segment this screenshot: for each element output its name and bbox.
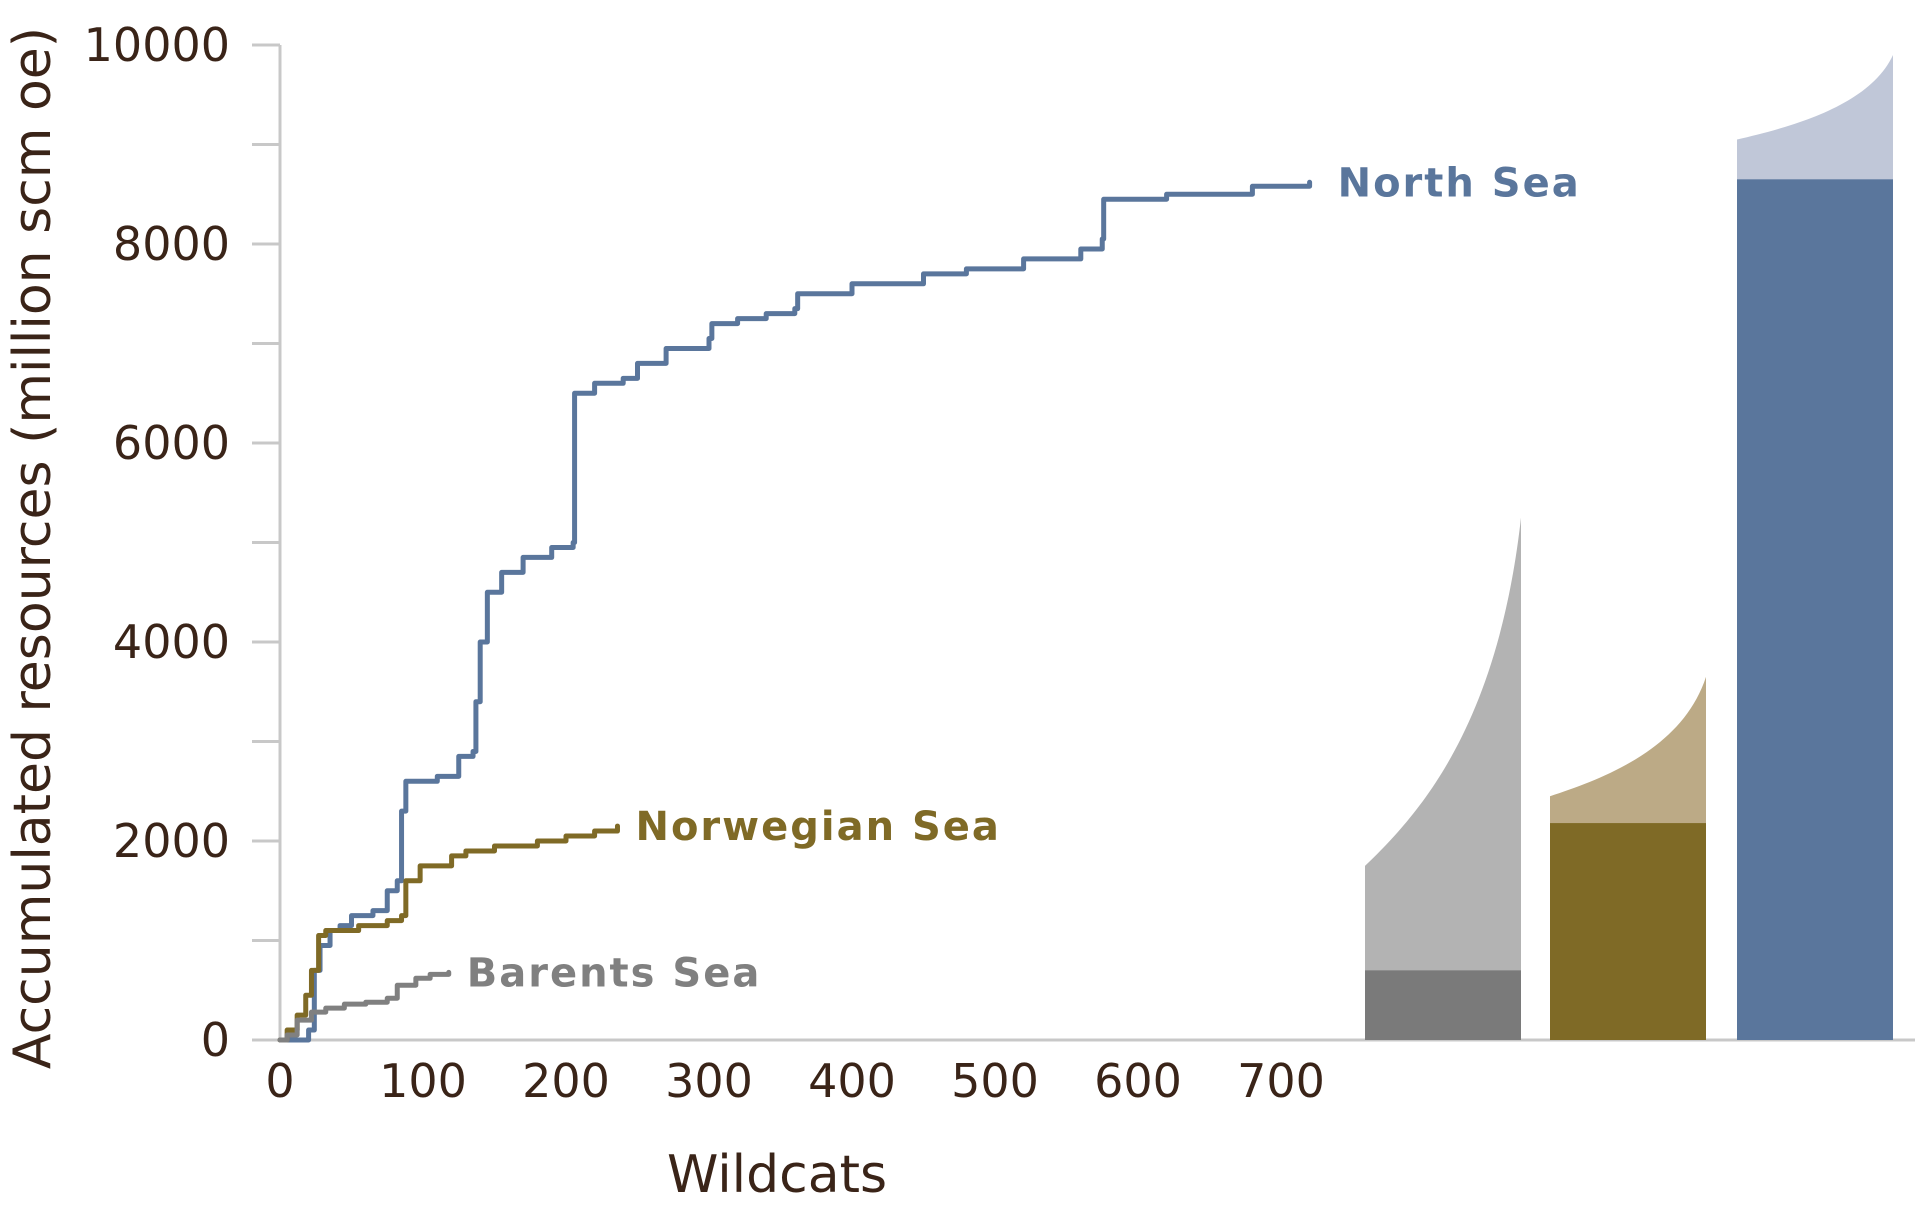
series-label: Barents Sea — [467, 950, 762, 996]
series-label: North Sea — [1338, 160, 1581, 206]
x-tick-label: 100 — [379, 1054, 467, 1108]
y-tick-label: 2000 — [113, 814, 230, 868]
x-tick-label: 500 — [951, 1054, 1039, 1108]
y-tick-label: 0 — [201, 1013, 230, 1067]
series-line — [277, 969, 452, 1043]
y-tick-label: 6000 — [113, 416, 230, 470]
x-tick-label: 700 — [1237, 1054, 1325, 1108]
series-labels: North Sea Norwegian Sea Barents Sea — [467, 160, 1581, 996]
series-label: Norwegian Sea — [635, 804, 1000, 850]
x-axis-title: Wildcats — [667, 1145, 887, 1205]
x-tick-label: 0 — [265, 1054, 294, 1108]
x-tick-label: 200 — [522, 1054, 610, 1108]
undiscovered-range-wedge — [1365, 517, 1521, 1040]
series-line — [277, 823, 620, 1043]
y-axis-title: Accumulated resources (million scm oe) — [3, 27, 63, 1069]
x-tick-label: 600 — [1094, 1054, 1182, 1108]
y-tick-label: 8000 — [113, 217, 230, 271]
y-tick-label: 10000 — [84, 18, 230, 72]
discovered-bar — [1365, 970, 1521, 1040]
x-tick-label: 400 — [808, 1054, 896, 1108]
discovered-bar — [1737, 179, 1893, 1040]
x-tick-label: 300 — [665, 1054, 753, 1108]
y-tick-label: 4000 — [113, 615, 230, 669]
axes-layer: 0 2000 4000 6000 8000 10000 0 100 200 300 400 500 60… — [84, 18, 1915, 1108]
series-lines — [277, 179, 1313, 1043]
series-line — [277, 179, 1313, 1043]
discovered-bar — [1550, 823, 1706, 1040]
summary-bars — [1365, 54, 1893, 1040]
